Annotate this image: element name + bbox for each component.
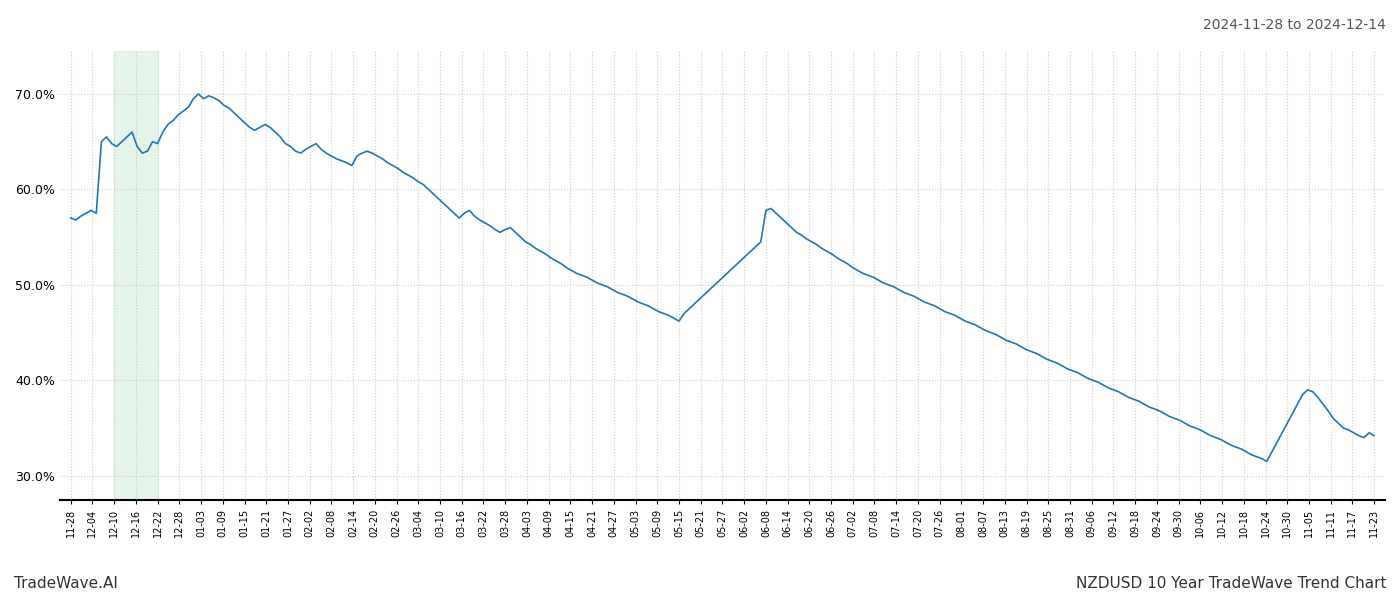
Text: NZDUSD 10 Year TradeWave Trend Chart: NZDUSD 10 Year TradeWave Trend Chart [1075, 576, 1386, 591]
Bar [115, 51, 158, 500]
Text: 2024-11-28 to 2024-12-14: 2024-11-28 to 2024-12-14 [1203, 18, 1386, 32]
Text: TradeWave.AI: TradeWave.AI [14, 576, 118, 591]
